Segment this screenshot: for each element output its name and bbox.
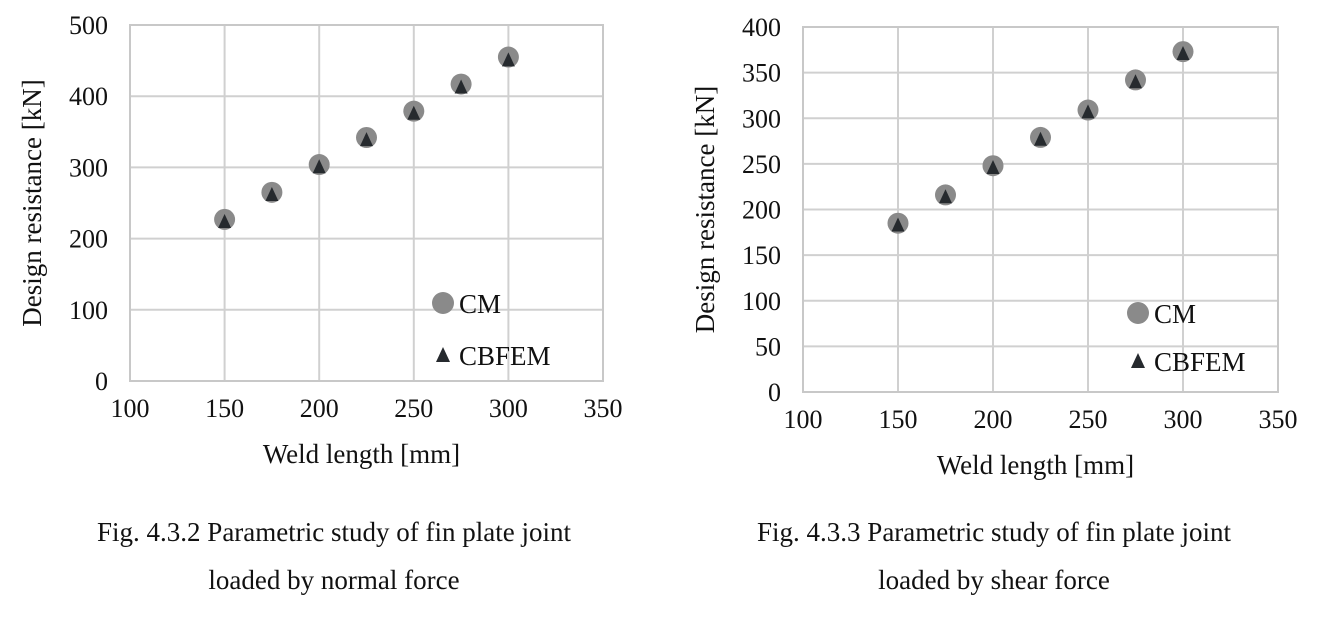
cbfem-point [986,160,1000,175]
legend-cm-label: CM [1154,299,1196,329]
legend-cbfem-marker [1131,353,1145,368]
cbfem-point [312,159,326,174]
caption-1: Fig. 4.3.2 Parametric study of fin plate… [34,508,634,604]
plot-area [802,26,1279,393]
cbfem-point [454,79,468,94]
x-tick-label: 300 [1164,405,1203,434]
y-axis-label: Design resistance [kN] [17,79,47,326]
caption-2: Fig. 4.3.3 Parametric study of fin plate… [694,508,1294,604]
x-tick-label: 100 [784,405,823,434]
caption-1-line2: loaded by normal force [208,565,460,595]
y-tick-label: 250 [742,150,781,179]
x-tick-label: 150 [879,405,918,434]
x-tick-label: 300 [489,394,528,423]
x-tick-label: 250 [394,394,433,423]
cbfem-point [1034,131,1047,146]
cbfem-point [1129,74,1142,89]
cbfem-point [939,189,952,204]
cbfem-point [265,186,279,201]
caption-2-line2: loaded by shear force [878,565,1110,595]
x-tick-label: 200 [974,405,1013,434]
y-tick-label: 0 [95,367,108,396]
cbfem-point [218,214,232,229]
y-tick-label: 150 [742,241,781,270]
legend-cm-marker [1127,302,1149,324]
y-tick-label: 300 [742,104,781,133]
caption-2-line1: Fig. 4.3.3 Parametric study of fin plate… [757,517,1231,547]
y-tick-label: 50 [755,332,781,361]
y-tick-label: 200 [69,225,108,254]
legend-cbfem-label: CBFEM [1154,347,1246,377]
y-tick-label: 350 [742,59,781,88]
legend-cbfem-marker [436,347,450,362]
x-tick-label: 200 [300,394,339,423]
legend-cbfem-label: CBFEM [459,341,551,371]
y-tick-label: 400 [742,13,781,42]
x-tick-label: 350 [1259,405,1298,434]
cbfem-point [1176,45,1190,60]
x-tick-label: 250 [1069,405,1108,434]
y-tick-label: 300 [69,153,108,182]
cbfem-point [360,132,373,147]
caption-1-line1: Fig. 4.3.2 Parametric study of fin plate… [97,517,571,547]
x-tick-label: 100 [111,394,150,423]
plot-area [129,24,604,382]
cbfem-point [407,105,421,120]
cbfem-point [891,217,905,232]
legend-cm-label: CM [459,289,501,319]
y-tick-label: 0 [768,378,781,407]
y-tick-label: 200 [742,196,781,225]
y-tick-label: 100 [69,296,108,325]
x-tick-label: 150 [205,394,244,423]
legend-cm-marker [432,292,454,314]
x-axis-label: Weld length [mm] [263,439,460,469]
chart-2: 100 150 200 250 300 350 0 50 100 150 200 250 300 350 4… [690,13,1298,480]
y-axis-label: Design resistance [kN] [690,86,720,333]
x-axis-label: Weld length [mm] [937,450,1134,480]
y-tick-label: 500 [69,11,108,40]
x-tick-label: 350 [584,394,623,423]
cbfem-point [1081,104,1095,119]
cbfem-point [501,52,515,67]
y-tick-label: 100 [742,287,781,316]
y-tick-label: 400 [69,82,108,111]
